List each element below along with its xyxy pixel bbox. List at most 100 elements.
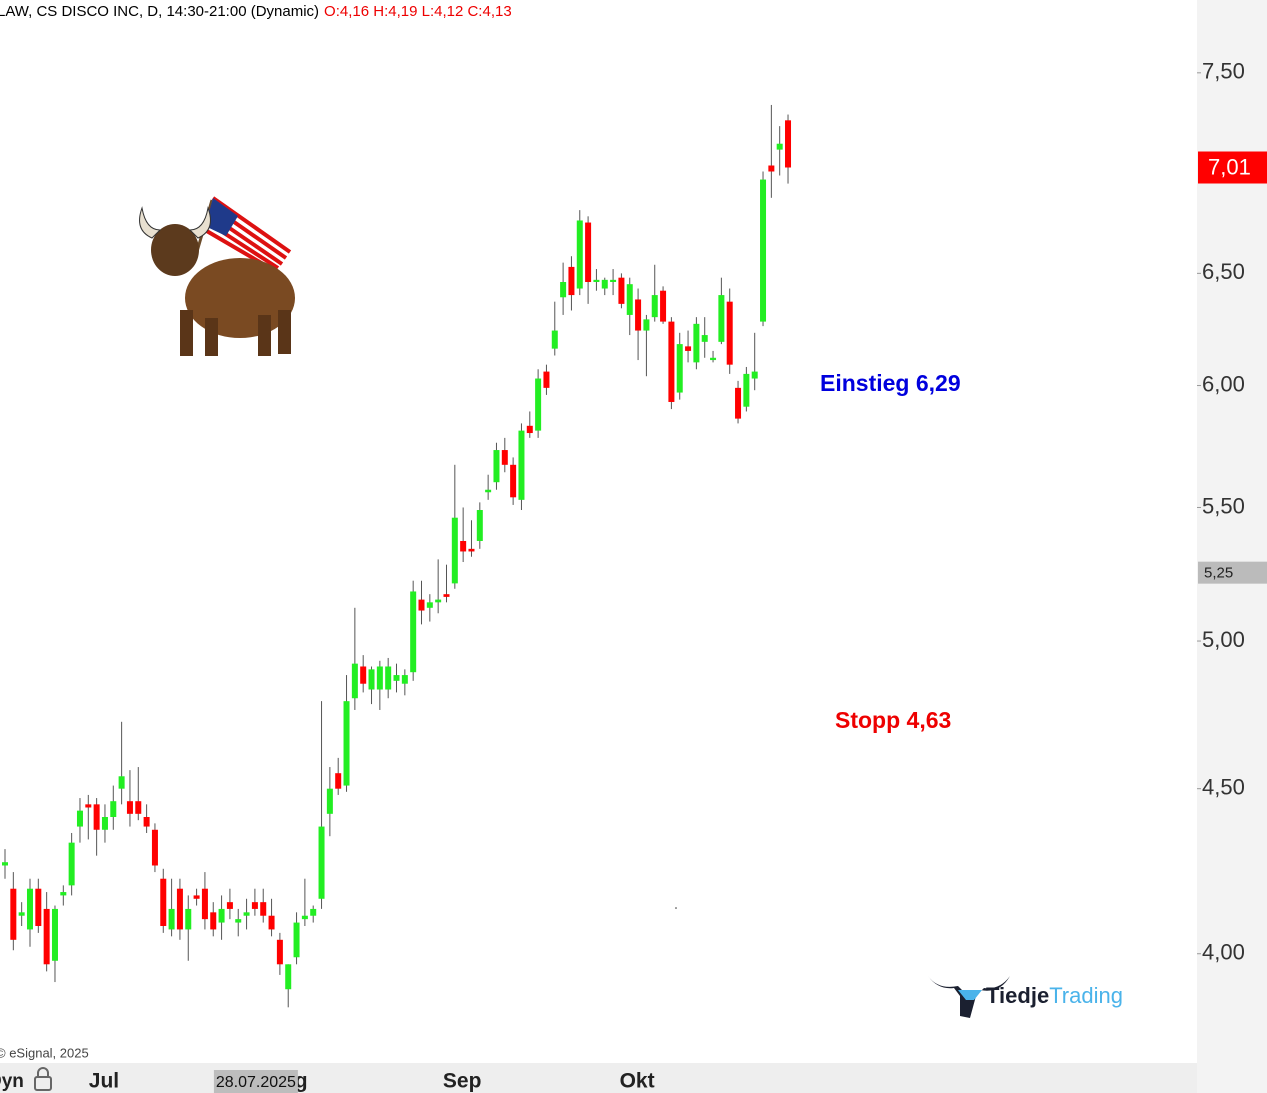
chart-title: LAW, CS DISCO INC, D, 14:30-21:00 (Dynam… (0, 3, 319, 20)
candle-body (751, 371, 758, 379)
price-marker-label: 5,25 (1204, 565, 1233, 582)
candle-body (485, 489, 492, 493)
candle-body (660, 290, 667, 322)
y-tick-label: 4,00 (1202, 940, 1245, 965)
candle-body (318, 826, 325, 899)
candle-body (451, 517, 458, 584)
candle-body (643, 319, 650, 331)
candle-body (551, 330, 558, 349)
candle-body (85, 804, 92, 808)
candle-body (185, 908, 192, 930)
candles (2, 104, 792, 1008)
candle-body (26, 888, 33, 930)
candle-body (668, 321, 675, 402)
candle-body (560, 282, 567, 298)
candle-body (18, 912, 25, 916)
candle-body (101, 816, 108, 830)
y-tick-label: 7,50 (1202, 59, 1245, 84)
candle-body (10, 888, 17, 940)
candle-body (610, 279, 617, 283)
candle-body (676, 344, 683, 393)
candle-body (418, 599, 425, 611)
price-marker (1198, 561, 1267, 584)
candle-body (126, 801, 133, 814)
dyn-button[interactable]: Dyn (0, 1071, 24, 1092)
candle-body (226, 902, 233, 909)
candle-body (601, 279, 608, 289)
candle-body (443, 594, 450, 597)
candle-body (243, 912, 250, 916)
brand-logo: TiedjeTrading (928, 976, 1123, 1018)
candle-body (360, 666, 367, 684)
candle-body (2, 862, 8, 866)
candle-body (760, 179, 767, 322)
candle-body (410, 591, 417, 673)
candle-body (201, 888, 208, 920)
candle-body (743, 373, 750, 407)
candle-body (626, 284, 633, 315)
y-tick-label: 4,50 (1202, 774, 1245, 799)
header: LAW, CS DISCO INC, D, 14:30-21:00 (Dynam… (0, 3, 512, 20)
x-highlight-label: 28.07.2025 (216, 1074, 296, 1091)
candle-body (543, 371, 550, 388)
candle-body (776, 143, 783, 150)
candle-body (618, 277, 625, 304)
candle-body (710, 357, 717, 361)
lock-icon[interactable] (34, 1067, 52, 1091)
candle-body (518, 430, 525, 500)
candle-body (501, 450, 508, 465)
candle-body (460, 540, 467, 552)
stop-annotation: Stopp 4,63 (835, 707, 951, 733)
x-tick-label: Jul (89, 1070, 119, 1093)
candle-body (535, 378, 542, 431)
entry-annotation: Einstieg 6,29 (820, 370, 961, 396)
candle-body (143, 816, 150, 827)
candle-body (393, 675, 400, 681)
quote: O:4,16 H:4,19 L:4,12 C:4,13 (324, 3, 512, 20)
candle-body (510, 464, 517, 498)
candle-body (168, 908, 175, 930)
copyright: © eSignal, 2025 (0, 1045, 89, 1060)
x-highlight-box (213, 1070, 298, 1093)
brand-second: Trading (1049, 983, 1123, 1008)
candle-body (35, 888, 42, 926)
candle-body (268, 915, 275, 930)
y-tick-label: 5,50 (1202, 493, 1245, 518)
candle-body (593, 279, 600, 283)
candle-body (735, 387, 742, 419)
y-tick-label: 6,00 (1202, 371, 1245, 396)
candle-body (568, 266, 575, 296)
candle-body (135, 801, 142, 814)
candle-body (435, 599, 442, 603)
candle-body (68, 842, 75, 886)
candle-body (785, 120, 792, 168)
candle-body (326, 788, 333, 814)
y-tick-label: 6,50 (1202, 259, 1245, 284)
candle-body (335, 773, 342, 789)
candle-body (368, 669, 375, 690)
brand: TiedjeTrading (986, 983, 1123, 1008)
candle-body (93, 804, 100, 830)
y-tick-label: 5,00 (1202, 627, 1245, 652)
candle-body (685, 346, 692, 351)
candle-body (118, 776, 125, 789)
candle-body (576, 220, 583, 289)
candle-body (293, 922, 300, 958)
plot-area (0, 0, 1197, 1063)
candle-body (343, 701, 350, 786)
price-marker (1198, 151, 1267, 184)
candle-body (310, 908, 317, 916)
candle-body (651, 295, 658, 318)
candle-body (218, 908, 225, 923)
candle-body (426, 602, 433, 608)
dot (675, 907, 677, 909)
candle-body (76, 810, 83, 827)
x-tick-label: Sep (443, 1070, 482, 1093)
candle-body (476, 510, 483, 541)
candle-body (726, 301, 733, 365)
candle-body (60, 892, 67, 896)
candle-body (701, 335, 708, 342)
candle-body (110, 801, 117, 817)
